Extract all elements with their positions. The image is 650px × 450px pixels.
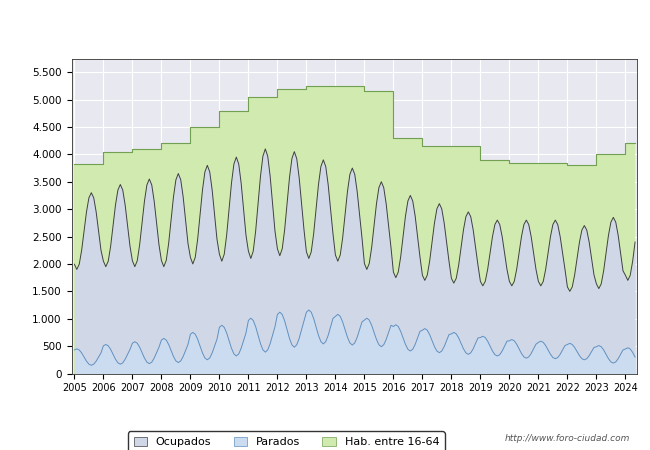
Text: http://www.foro-ciudad.com: http://www.foro-ciudad.com (505, 434, 630, 443)
Legend: Ocupados, Parados, Hab. entre 16-64: Ocupados, Parados, Hab. entre 16-64 (128, 432, 445, 450)
Text: Mojácar - Evolucion de la poblacion en edad de Trabajar Mayo de 2024: Mojácar - Evolucion de la poblacion en e… (89, 13, 561, 26)
